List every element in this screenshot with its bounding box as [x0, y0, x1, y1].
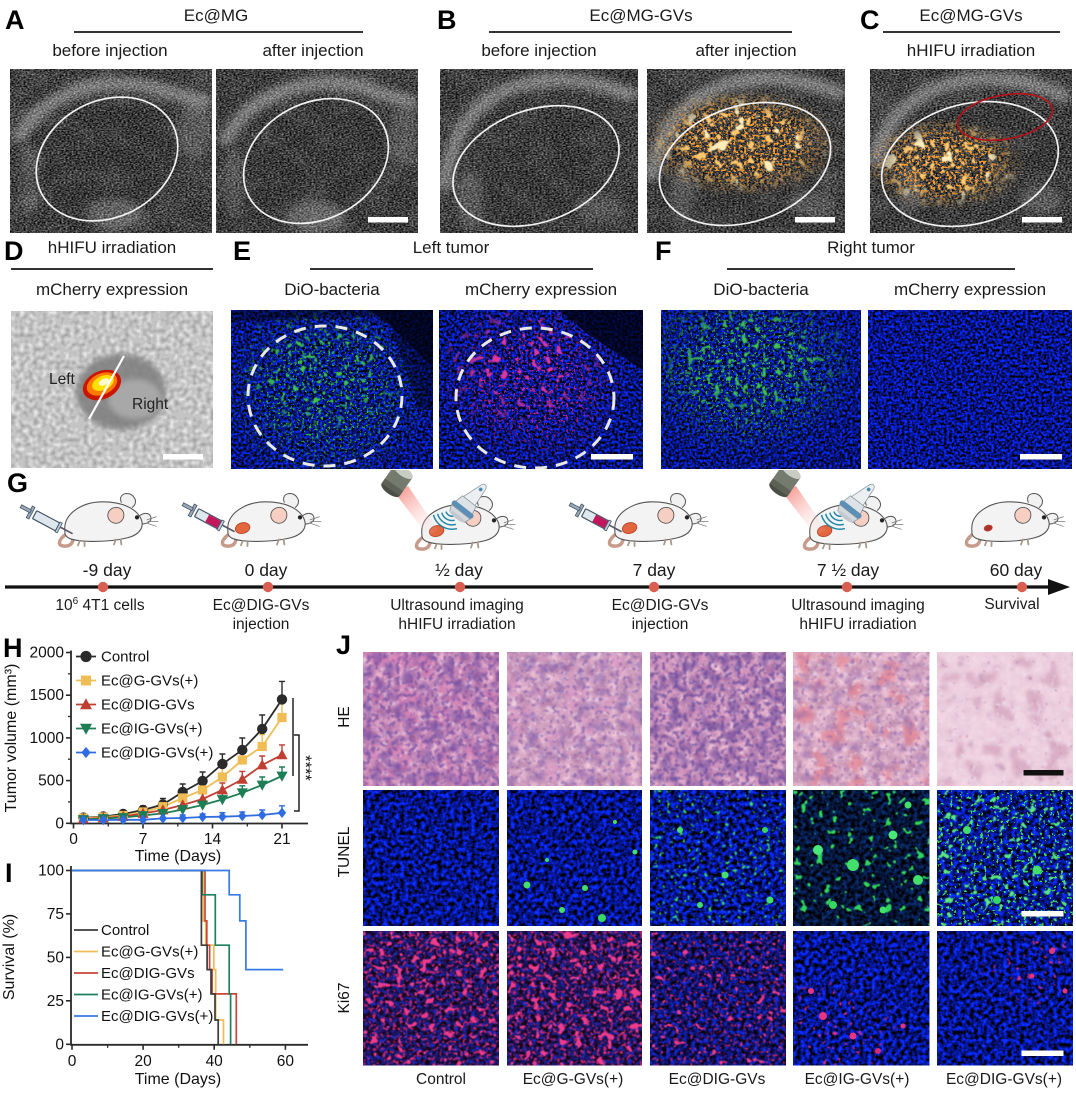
- svg-text:14: 14: [204, 831, 222, 848]
- svg-text:7: 7: [139, 831, 148, 848]
- svg-text:Time (Days): Time (Days): [135, 1071, 222, 1088]
- svg-text:2000: 2000: [30, 645, 65, 662]
- svg-text:20: 20: [134, 1053, 152, 1070]
- svg-text:0: 0: [69, 831, 78, 848]
- svg-text:Time (Days): Time (Days): [135, 848, 222, 865]
- svg-text:0: 0: [55, 815, 64, 832]
- svg-text:Ec@DIG-GVs: Ec@DIG-GVs: [101, 697, 195, 714]
- svg-text:0: 0: [68, 1053, 77, 1070]
- svg-text:Tumor volume (mm³): Tumor volume (mm³): [3, 664, 20, 813]
- svg-text:500: 500: [38, 773, 64, 790]
- svg-text:1000: 1000: [30, 730, 65, 747]
- svg-text:0: 0: [55, 1036, 64, 1053]
- svg-text:Survival (%): Survival (%): [1, 914, 18, 1000]
- svg-text:Ec@G-GVs(+): Ec@G-GVs(+): [101, 673, 198, 690]
- svg-text:60: 60: [277, 1053, 295, 1070]
- svg-text:Ec@DIG-GVs(+): Ec@DIG-GVs(+): [101, 1008, 213, 1025]
- svg-text:Ec@IG-GVs(+): Ec@IG-GVs(+): [101, 721, 202, 738]
- svg-text:100: 100: [38, 863, 64, 880]
- svg-text:Ec@G-GVs(+): Ec@G-GVs(+): [101, 944, 198, 961]
- svg-text:Right: Right: [132, 396, 169, 413]
- svg-text:Control: Control: [101, 922, 149, 939]
- svg-text:40: 40: [206, 1053, 224, 1070]
- svg-text:Ec@IG-GVs(+): Ec@IG-GVs(+): [101, 987, 202, 1004]
- svg-text:Control: Control: [101, 649, 149, 666]
- svg-text:50: 50: [47, 949, 65, 966]
- svg-text:****: ****: [296, 755, 314, 781]
- svg-text:21: 21: [273, 831, 290, 848]
- svg-text:Ec@DIG-GVs: Ec@DIG-GVs: [101, 965, 195, 982]
- svg-text:75: 75: [47, 906, 64, 923]
- svg-text:Left: Left: [49, 371, 76, 388]
- svg-text:25: 25: [47, 993, 64, 1010]
- svg-text:1500: 1500: [30, 687, 65, 704]
- svg-text:Ec@DIG-GVs(+): Ec@DIG-GVs(+): [101, 745, 213, 762]
